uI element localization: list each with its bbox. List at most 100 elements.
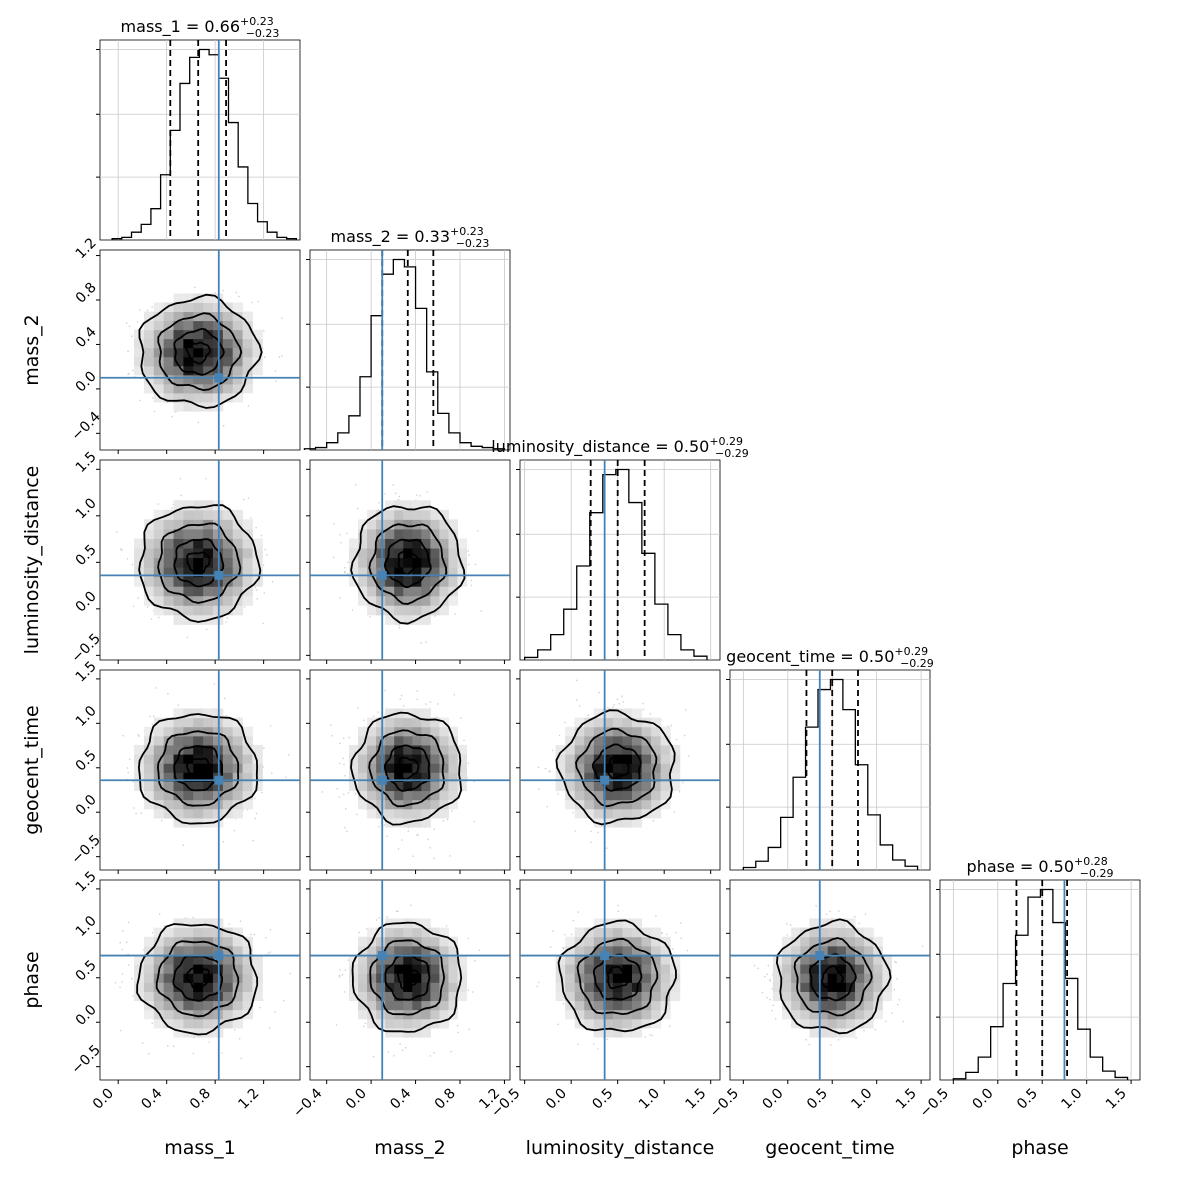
density-bin [134,557,145,568]
x-tick-label: 1.2 [235,1086,262,1113]
density-bin [612,808,623,819]
density-bin [193,717,204,728]
density-bin [421,754,431,764]
density-bin [203,918,214,929]
density-bin [173,982,184,992]
density-bin [882,982,893,992]
contour-level-3 [351,921,463,1033]
density-bin [555,781,566,792]
density-bin [394,927,404,938]
density-bin [203,320,214,331]
density-bin [430,954,440,965]
density-bin [845,954,856,965]
density-bin [222,329,234,340]
density-bin [439,586,449,597]
density-bin [222,586,234,597]
panel-content [100,670,300,870]
panel-frame [519,459,721,661]
density-bin [439,726,449,737]
density-bin [565,799,576,810]
density-bin [603,744,614,755]
density-bin [193,744,204,755]
density-bin [193,365,204,376]
density-bin [855,1018,865,1029]
density-bin [203,772,214,782]
density-bin [163,519,175,530]
density-bin [593,927,604,938]
density-bin [173,557,184,568]
density-bin [574,735,585,746]
density-bin [143,548,155,559]
density-bin [394,717,404,728]
density-bin [193,329,204,340]
density-bin [845,1000,856,1011]
density-bin [252,347,263,358]
density-bin [809,936,820,947]
density-bin [183,772,194,782]
density-bin [430,1009,440,1020]
y-tick-label: 1.0 [73,913,100,940]
density-bin [203,293,214,303]
title-geocent_time: geocent_time = 0.50+0.29 −0.29 [726,645,934,670]
density-bin [376,799,386,810]
density-bin [593,808,604,819]
density-bin [358,973,368,983]
density-bin [385,726,395,737]
density-bin [173,586,184,597]
density-bin [565,982,576,992]
density-bin [584,808,595,819]
density-bin [376,605,386,616]
density-bin [622,790,633,801]
title-luminosity_distance: luminosity_distance = 0.50+0.29 −0.29 [491,435,749,460]
density-bin [163,945,175,956]
panel-content [310,880,510,1080]
density-bin [430,964,440,974]
x-tick-label: 0.4 [387,1085,414,1112]
density-bin [403,509,413,520]
density-bin [385,799,395,810]
density-bin [242,1000,253,1011]
density-bin [651,744,662,755]
contour-level-1 [172,955,223,1002]
density-bin [242,338,253,349]
density-bin [252,744,263,755]
density-bin [845,1018,856,1029]
x-tick-label: 1.0 [1058,1086,1085,1113]
density-bin [222,763,234,773]
density-bin [873,936,883,947]
density-bin [358,595,368,606]
y-tick-label: −0.4 [69,409,104,444]
density-bin [252,954,263,965]
density-bin [641,744,652,755]
density-bin [222,311,234,322]
density-bin [173,519,184,530]
density-bin [143,374,155,385]
density-bin [430,519,440,530]
density-bin [173,374,184,385]
density-bin [242,519,253,530]
density-bin [252,329,263,340]
panel-frame [729,669,931,871]
density-bin [358,781,368,792]
density-bin [394,548,404,559]
density-bin [143,347,155,358]
density-bin [367,927,377,938]
density-bin [800,991,810,1002]
density-bin [593,1000,604,1011]
density-bin [153,790,165,801]
density-bin [385,781,395,792]
density-bin [448,726,459,737]
density-bin [631,817,643,828]
density-bin [193,1027,204,1038]
scatter-panel-mass_1-vs-geocent_time [96,669,301,874]
density-bin [385,1000,395,1011]
density-bin [403,945,413,956]
density-bin [412,945,422,956]
density-bin [660,991,671,1002]
density-bin [873,954,883,965]
density-bin [855,1009,865,1020]
density-bin [836,973,847,983]
density-bin [173,538,184,549]
density-bin [882,954,893,965]
density-bin [358,519,368,530]
